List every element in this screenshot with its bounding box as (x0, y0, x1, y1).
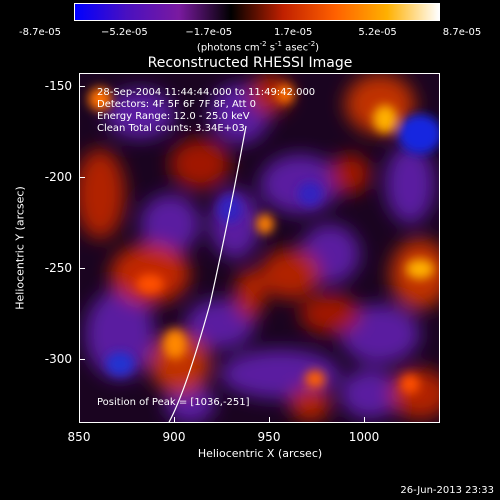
plot-title: Reconstructed RHESSI Image (147, 55, 353, 71)
x-tick-mark (79, 417, 80, 423)
x-axis-label: Heliocentric X (arcsec) (197, 447, 323, 460)
colorbar-unit-label: (photons cm-2 s-1 asec-2) (196, 40, 320, 54)
y-tick-label: -250 (44, 261, 72, 276)
info-energy-range: Energy Range: 12.0 - 25.0 keV (97, 111, 250, 122)
peak-position-label: Position of Peak = [1036,-251] (97, 397, 250, 408)
colorbar-tick-label: 1.7e-05 (273, 27, 313, 38)
colorbar-tick-label: 8.7e-05 (442, 27, 482, 38)
info-total-counts: Clean Total counts: 3.34E+03 (97, 123, 245, 134)
x-tick-label: 900 (162, 430, 186, 444)
x-tick-label: 950 (257, 430, 281, 444)
x-tick-mark (364, 417, 365, 423)
colorbar-tick-label: -8.7e-05 (19, 27, 61, 38)
y-tick-label: -200 (44, 169, 72, 184)
y-tick-label: -300 (44, 352, 72, 367)
x-tick-mark (174, 417, 175, 423)
y-tick-mark (79, 268, 85, 270)
x-tick-label: 1000 (348, 430, 380, 444)
colorbar-tick-label: 5.2e-05 (358, 27, 397, 38)
x-tick-label: 850 (67, 430, 91, 444)
info-detectors: Detectors: 4F 5F 6F 7F 8F, Att 0 (97, 99, 257, 110)
colorbar-tick-label: −5.2e-05 (101, 27, 148, 38)
y-tick-mark (79, 359, 85, 361)
y-tick-mark (79, 176, 85, 178)
info-time-range: 28-Sep-2004 11:44:44.000 to 11:49:42.000 (97, 87, 316, 98)
timestamp: 26-Jun-2013 23:33 (400, 485, 494, 496)
x-tick-mark (269, 417, 270, 423)
y-axis-label: Heliocentric Y (arcsec) (13, 186, 27, 310)
y-tick-label: -150 (44, 78, 72, 93)
rhessi-image (80, 74, 439, 422)
y-tick-mark (79, 85, 85, 87)
colorbar-tick-label: −1.7e-05 (185, 27, 233, 38)
image-plot: 28-Sep-2004 11:44:44.000 to 11:49:42.000… (79, 73, 440, 423)
colorbar (74, 3, 440, 21)
